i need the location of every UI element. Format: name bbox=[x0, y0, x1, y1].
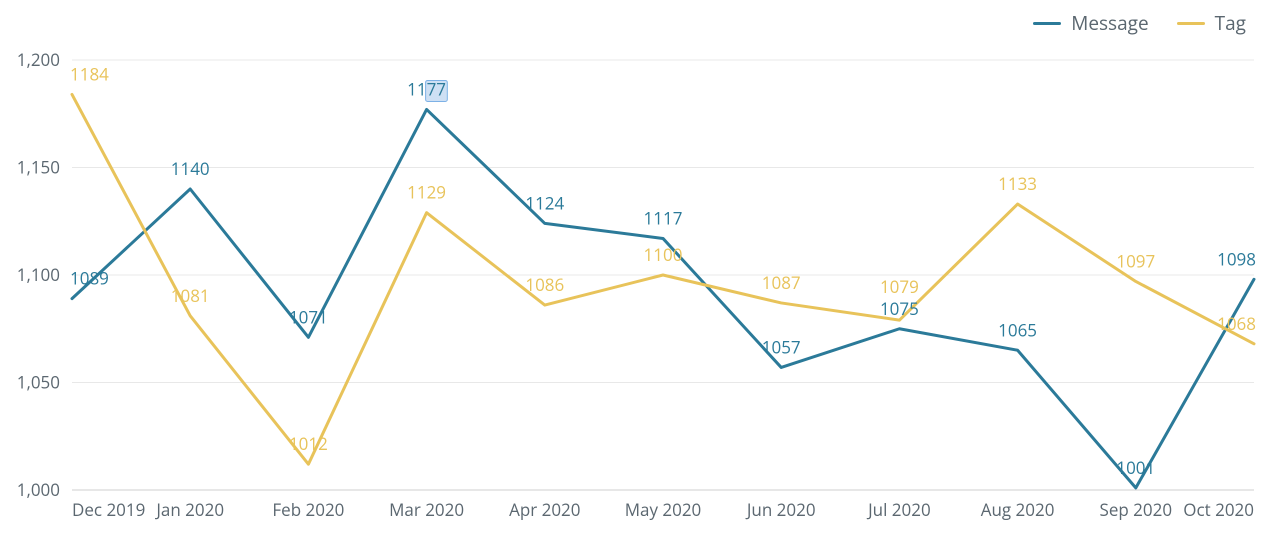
data-label: 1184 bbox=[70, 62, 109, 85]
data-label: 1098 bbox=[1217, 247, 1256, 270]
x-axis-label: Apr 2020 bbox=[509, 498, 580, 521]
y-axis-label: 1,100 bbox=[17, 263, 60, 286]
data-label: 1075 bbox=[880, 297, 919, 320]
x-axis-label: Dec 2019 bbox=[72, 498, 145, 521]
x-axis-label: Mar 2020 bbox=[389, 498, 464, 521]
y-axis-label: 1,150 bbox=[17, 156, 60, 179]
data-label: 1068 bbox=[1217, 312, 1256, 335]
data-label: 1081 bbox=[171, 284, 210, 307]
data-label: 1012 bbox=[289, 432, 328, 455]
x-axis-label: Feb 2020 bbox=[272, 498, 344, 521]
x-axis-label: Oct 2020 bbox=[1183, 498, 1254, 521]
data-label: 1097 bbox=[1116, 249, 1155, 272]
legend-label-message: Message bbox=[1071, 10, 1148, 36]
data-label: 1086 bbox=[525, 273, 564, 296]
legend-swatch-tag bbox=[1177, 22, 1205, 25]
data-label: 1001 bbox=[1116, 456, 1155, 479]
y-axis-label: 1,050 bbox=[17, 371, 60, 394]
data-label: 1140 bbox=[171, 157, 210, 180]
legend-item-message[interactable]: Message bbox=[1033, 10, 1148, 36]
data-label: 1089 bbox=[70, 267, 109, 290]
data-label: 1087 bbox=[762, 271, 801, 294]
legend: Message Tag bbox=[1033, 10, 1246, 36]
data-label: 1079 bbox=[880, 275, 919, 298]
series-line-tag bbox=[72, 94, 1254, 464]
legend-item-tag[interactable]: Tag bbox=[1177, 10, 1246, 36]
data-label: 1177 bbox=[407, 77, 446, 100]
legend-swatch-message bbox=[1033, 22, 1061, 25]
x-axis-label: Jun 2020 bbox=[745, 498, 816, 521]
series-line-message bbox=[72, 109, 1254, 487]
data-label: 1117 bbox=[644, 206, 683, 229]
x-axis-label: Jan 2020 bbox=[154, 498, 224, 521]
x-axis-label: Aug 2020 bbox=[981, 498, 1055, 521]
x-axis-label: Jul 2020 bbox=[866, 498, 931, 521]
legend-label-tag: Tag bbox=[1215, 10, 1246, 36]
data-label: 1100 bbox=[644, 243, 683, 266]
data-label: 1133 bbox=[998, 172, 1037, 195]
y-axis-label: 1,000 bbox=[17, 478, 60, 501]
data-label: 1065 bbox=[998, 318, 1037, 341]
chart-svg: 1,000 1,050 1,100 1,150 1,200 Dec 2019 Jan 202… bbox=[0, 0, 1274, 544]
y-axis-label: 1,200 bbox=[17, 48, 60, 71]
x-axis-label: Sep 2020 bbox=[1100, 498, 1173, 521]
data-label: 1057 bbox=[762, 335, 801, 358]
x-axis-label: May 2020 bbox=[625, 498, 702, 521]
data-label: 1071 bbox=[289, 305, 328, 328]
data-label: 1129 bbox=[407, 181, 446, 204]
line-chart: Message Tag 1,000 1,050 1,100 1,150 1,200 Dec… bbox=[0, 0, 1274, 544]
data-label: 1124 bbox=[525, 191, 564, 214]
